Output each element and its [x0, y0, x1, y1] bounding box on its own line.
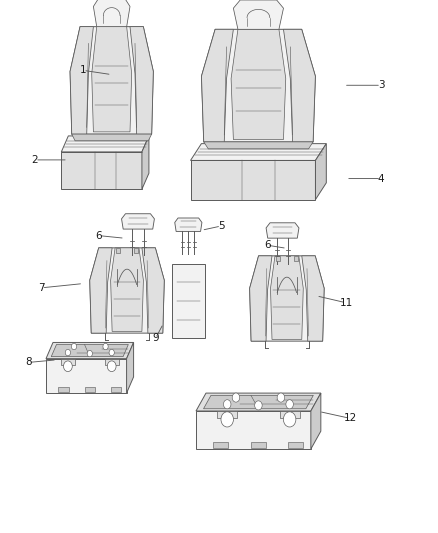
Polygon shape — [266, 223, 299, 238]
Polygon shape — [46, 343, 134, 359]
Circle shape — [223, 400, 231, 409]
Bar — [293, 256, 298, 261]
Text: 1: 1 — [80, 66, 87, 75]
Polygon shape — [315, 143, 326, 199]
Polygon shape — [70, 27, 153, 134]
Polygon shape — [72, 134, 152, 141]
Circle shape — [254, 401, 262, 410]
Polygon shape — [61, 152, 142, 189]
Polygon shape — [93, 0, 130, 27]
Polygon shape — [217, 411, 237, 418]
Text: 2: 2 — [32, 155, 39, 165]
Polygon shape — [196, 411, 311, 449]
Polygon shape — [250, 256, 272, 341]
Polygon shape — [105, 359, 119, 365]
Text: 4: 4 — [378, 174, 385, 183]
Polygon shape — [196, 393, 321, 411]
Bar — [276, 256, 280, 261]
Text: 3: 3 — [378, 80, 385, 90]
Polygon shape — [142, 136, 149, 189]
Text: 6: 6 — [95, 231, 102, 240]
Circle shape — [64, 361, 72, 372]
Polygon shape — [279, 411, 300, 418]
Polygon shape — [61, 359, 75, 365]
Text: 8: 8 — [25, 358, 32, 367]
Polygon shape — [302, 256, 324, 341]
Polygon shape — [111, 387, 121, 392]
Polygon shape — [92, 27, 132, 132]
Circle shape — [109, 350, 114, 356]
Circle shape — [277, 393, 285, 402]
Polygon shape — [58, 387, 69, 392]
Polygon shape — [70, 27, 93, 134]
Polygon shape — [204, 395, 313, 409]
Polygon shape — [201, 29, 233, 142]
Text: 6: 6 — [264, 240, 271, 250]
Polygon shape — [90, 248, 112, 333]
Bar — [116, 248, 120, 253]
Polygon shape — [46, 359, 127, 393]
Polygon shape — [204, 142, 313, 149]
Text: 7: 7 — [38, 283, 45, 293]
Polygon shape — [250, 256, 324, 341]
Polygon shape — [191, 143, 326, 160]
Polygon shape — [175, 218, 202, 231]
Text: 5: 5 — [218, 221, 225, 231]
Polygon shape — [111, 248, 143, 332]
Polygon shape — [51, 344, 128, 357]
Polygon shape — [311, 393, 321, 449]
Polygon shape — [130, 27, 153, 134]
Circle shape — [65, 350, 71, 356]
Circle shape — [107, 361, 116, 372]
Polygon shape — [283, 29, 315, 142]
Polygon shape — [127, 343, 134, 393]
Polygon shape — [191, 160, 315, 199]
Polygon shape — [85, 387, 95, 392]
Text: 11: 11 — [339, 298, 353, 308]
Polygon shape — [61, 136, 149, 152]
Bar — [134, 248, 138, 253]
Circle shape — [232, 393, 240, 402]
Polygon shape — [288, 442, 304, 448]
Polygon shape — [251, 442, 266, 448]
Circle shape — [103, 343, 108, 350]
Polygon shape — [90, 248, 164, 333]
Polygon shape — [231, 29, 286, 140]
Polygon shape — [172, 264, 205, 338]
Polygon shape — [213, 442, 229, 448]
Polygon shape — [142, 248, 164, 333]
Circle shape — [87, 350, 92, 357]
Polygon shape — [271, 256, 303, 340]
Text: 12: 12 — [344, 414, 357, 423]
Text: 9: 9 — [152, 334, 159, 343]
Circle shape — [71, 343, 77, 350]
Polygon shape — [201, 29, 315, 142]
Circle shape — [286, 400, 293, 409]
Polygon shape — [233, 0, 283, 29]
Circle shape — [283, 412, 296, 427]
Polygon shape — [122, 214, 154, 229]
Circle shape — [221, 412, 233, 427]
